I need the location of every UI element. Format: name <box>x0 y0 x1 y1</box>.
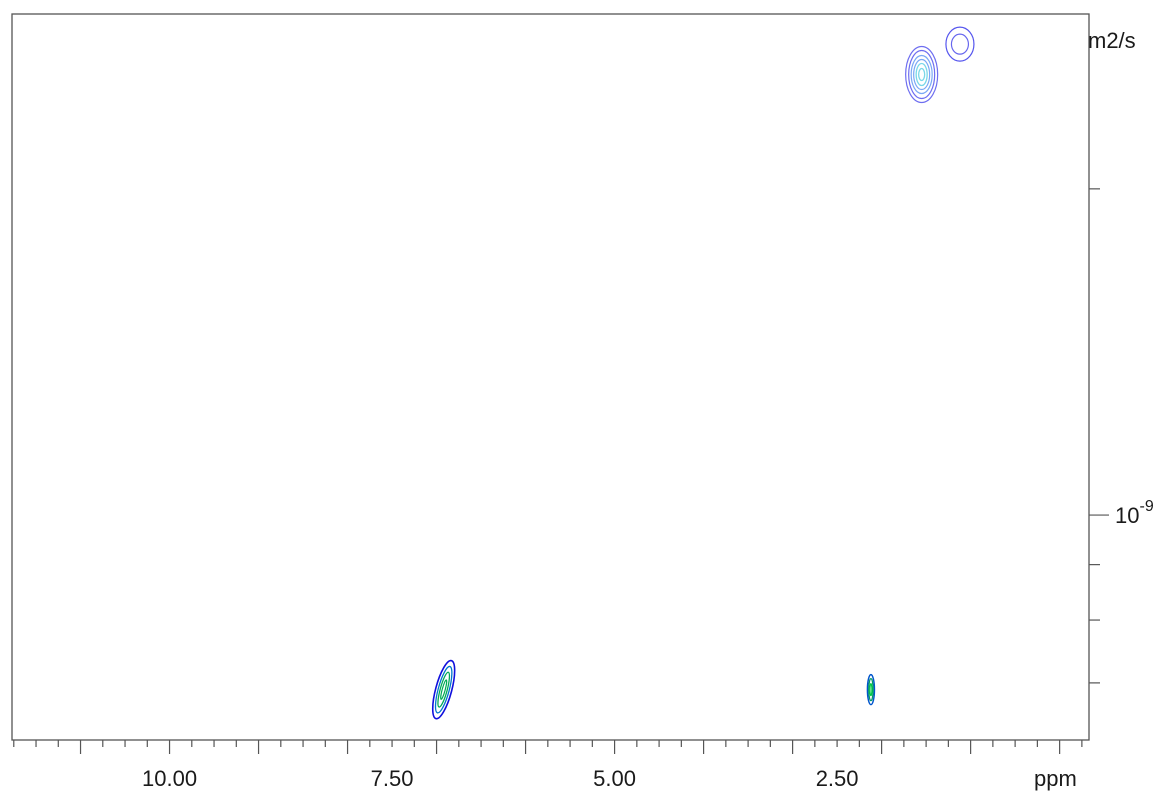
contour-line <box>945 26 975 62</box>
x-axis: 10.00 7.50 5.00 2.50 <box>13 740 1083 791</box>
contour-line <box>437 671 451 708</box>
contour-line <box>434 665 453 714</box>
contour-line <box>440 679 448 700</box>
x-tick-label: 5.00 <box>593 766 636 791</box>
contour-line <box>868 678 874 702</box>
plot-frame <box>11 13 1090 741</box>
contour-line <box>913 58 931 91</box>
y-tick-label: 10-9 <box>1115 498 1154 528</box>
x-tick-label: 7.50 <box>371 766 414 791</box>
contour-line <box>918 67 926 82</box>
y-axis: 10-9 <box>1089 188 1154 684</box>
contour-peak <box>945 26 975 62</box>
contour-line <box>905 45 939 104</box>
contour-line <box>915 62 928 87</box>
contour-peak <box>431 659 456 720</box>
contour-line <box>950 33 970 55</box>
x-tick-label: 2.50 <box>816 766 859 791</box>
contour-line <box>869 683 873 697</box>
contour-line <box>866 673 876 706</box>
x-tick-label: 10.00 <box>142 766 197 791</box>
contour-line <box>431 659 456 720</box>
y-unit-label: m2/s <box>1088 28 1136 53</box>
x-unit-label: ppm <box>1034 766 1077 791</box>
contour-line <box>908 49 936 100</box>
contour-line <box>910 54 933 95</box>
contour-peak <box>866 673 876 706</box>
contour-peaks <box>431 26 975 720</box>
contour-peak <box>905 45 939 104</box>
